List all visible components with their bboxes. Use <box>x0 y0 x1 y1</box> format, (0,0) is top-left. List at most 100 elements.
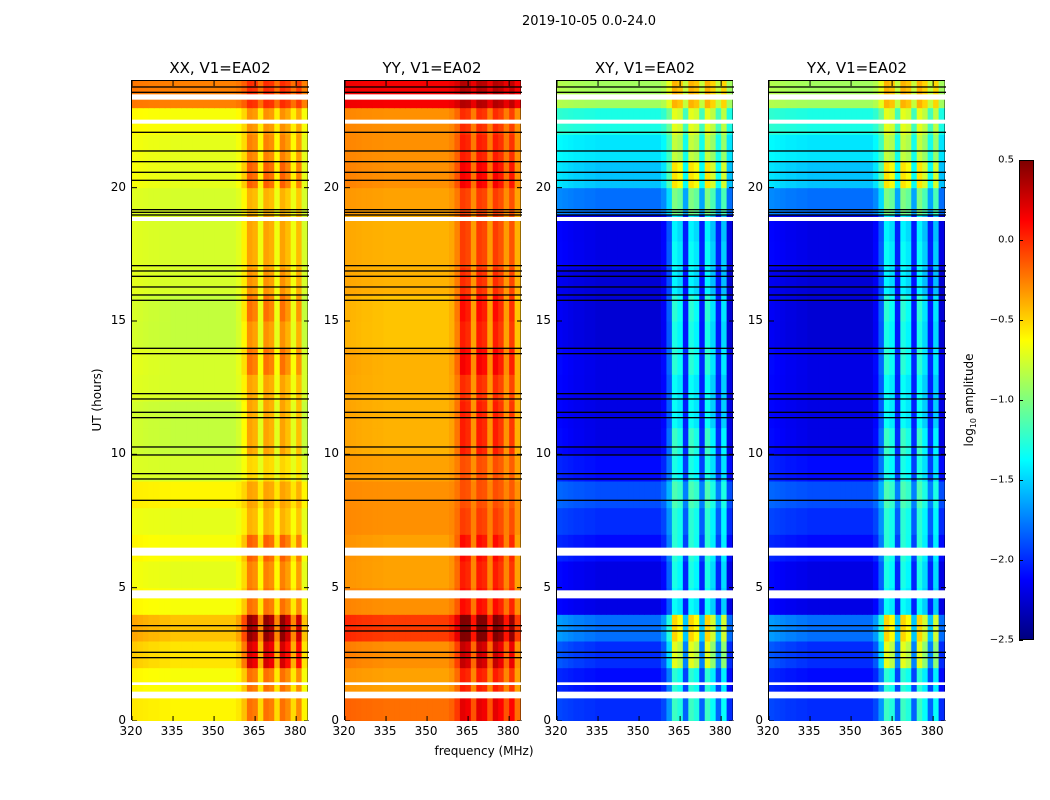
heatmap-cell <box>203 454 210 482</box>
heatmap-cell <box>699 481 706 509</box>
heatmap-cell <box>600 267 607 295</box>
heatmap-cell <box>633 401 640 429</box>
heatmap-cell <box>812 481 819 509</box>
heatmap-cell <box>476 294 483 322</box>
heatmap-cell <box>883 214 890 242</box>
heatmap-cell <box>186 321 193 349</box>
heatmap-cell <box>628 321 635 349</box>
heatmap-cell <box>257 614 264 642</box>
heatmap-cell <box>693 294 700 322</box>
heatmap-cell <box>862 481 868 509</box>
heatmap-cell <box>595 134 602 162</box>
heatmap-cell <box>481 294 488 322</box>
heatmap-cell <box>410 161 417 189</box>
heatmap-cell <box>660 641 667 669</box>
heatmap-cell <box>454 241 461 269</box>
heatmap-cell <box>660 614 667 642</box>
heatmap-cell <box>388 374 395 402</box>
heatmap-cell <box>916 561 923 589</box>
heatmap-cell <box>606 561 613 589</box>
heatmap-cell <box>372 321 379 349</box>
heatmap-cell <box>578 134 585 162</box>
heatmap-cell <box>246 374 253 402</box>
heatmap-cell <box>655 374 662 402</box>
heatmap-cell <box>366 214 373 242</box>
heatmap-cell <box>301 161 308 189</box>
heatmap-cell <box>235 161 242 189</box>
heatmap-cell <box>142 427 149 455</box>
heatmap-cell <box>666 214 673 242</box>
heatmap-cell <box>938 507 945 535</box>
heatmap-cell <box>922 321 929 349</box>
heatmap-cell <box>148 294 155 322</box>
heatmap-cell <box>617 241 624 269</box>
heatmap-cell <box>801 561 808 589</box>
heatmap-cell <box>845 321 852 349</box>
heatmap-cell <box>230 694 237 721</box>
heatmap-cell <box>197 694 204 721</box>
heatmap-cell <box>644 667 651 695</box>
heatmap-cell <box>476 134 483 162</box>
heatmap-cell <box>487 694 494 721</box>
heatmap-cell <box>514 427 521 455</box>
heatmap-cell <box>774 427 781 455</box>
heatmap-cell <box>186 641 193 669</box>
heatmap-cell <box>394 347 401 375</box>
flagged-gap <box>557 691 734 699</box>
heatmap-cell <box>153 347 160 375</box>
heatmap-cell <box>639 214 646 242</box>
heatmap-cell <box>622 561 629 589</box>
heatmap-cell <box>801 161 808 189</box>
flag-line <box>769 454 946 456</box>
heatmap-cell <box>274 587 281 615</box>
heatmap-cell <box>818 347 825 375</box>
heatmap-cell <box>252 267 259 295</box>
heatmap-cell <box>443 427 450 455</box>
heatmap-cell <box>498 694 505 721</box>
heatmap-cell <box>383 347 390 375</box>
heatmap-cell <box>823 614 830 642</box>
heatmap-cell <box>421 401 428 429</box>
heatmap-cell <box>894 427 901 455</box>
heatmap-cell <box>584 214 591 242</box>
heatmap-cell <box>470 187 477 215</box>
heatmap-cell <box>573 454 580 482</box>
heatmap-cell <box>132 641 138 669</box>
heatmap-cell <box>285 214 292 242</box>
heatmap-cell <box>812 347 819 375</box>
heatmap-cell <box>285 667 292 695</box>
heatmap-cell <box>164 374 171 402</box>
heatmap-cell <box>785 161 792 189</box>
heatmap-cell <box>644 267 651 295</box>
heatmap-cell <box>476 401 483 429</box>
heatmap-cell <box>459 481 466 509</box>
heatmap-cell <box>769 454 775 482</box>
heatmap-cell <box>671 507 678 535</box>
heatmap-cell <box>399 507 406 535</box>
heatmap-cell <box>432 614 439 642</box>
heatmap-cell <box>785 401 792 429</box>
heatmap-cell <box>459 347 466 375</box>
heatmap-cell <box>301 454 308 482</box>
heatmap-cell <box>611 241 618 269</box>
heatmap-cell <box>573 694 580 721</box>
heatmap-cell <box>796 134 803 162</box>
heatmap-cell <box>405 321 412 349</box>
flag-line <box>345 417 522 419</box>
heatmap-cell <box>671 454 678 482</box>
heatmap-cell <box>834 694 841 721</box>
heatmap-cell <box>867 321 874 349</box>
heatmap-cell <box>285 614 292 642</box>
heatmap-cell <box>622 347 629 375</box>
heatmap-cell <box>263 374 270 402</box>
heatmap-cell <box>889 294 896 322</box>
heatmap-cell <box>290 614 297 642</box>
heatmap-cell <box>438 187 444 215</box>
heatmap-cell <box>584 294 591 322</box>
heatmap-cell <box>476 641 483 669</box>
heatmap-cell <box>611 561 618 589</box>
heatmap-cell <box>715 614 722 642</box>
heatmap-cell <box>639 481 646 509</box>
flagged-gap <box>769 682 946 685</box>
heatmap-cell <box>465 214 472 242</box>
